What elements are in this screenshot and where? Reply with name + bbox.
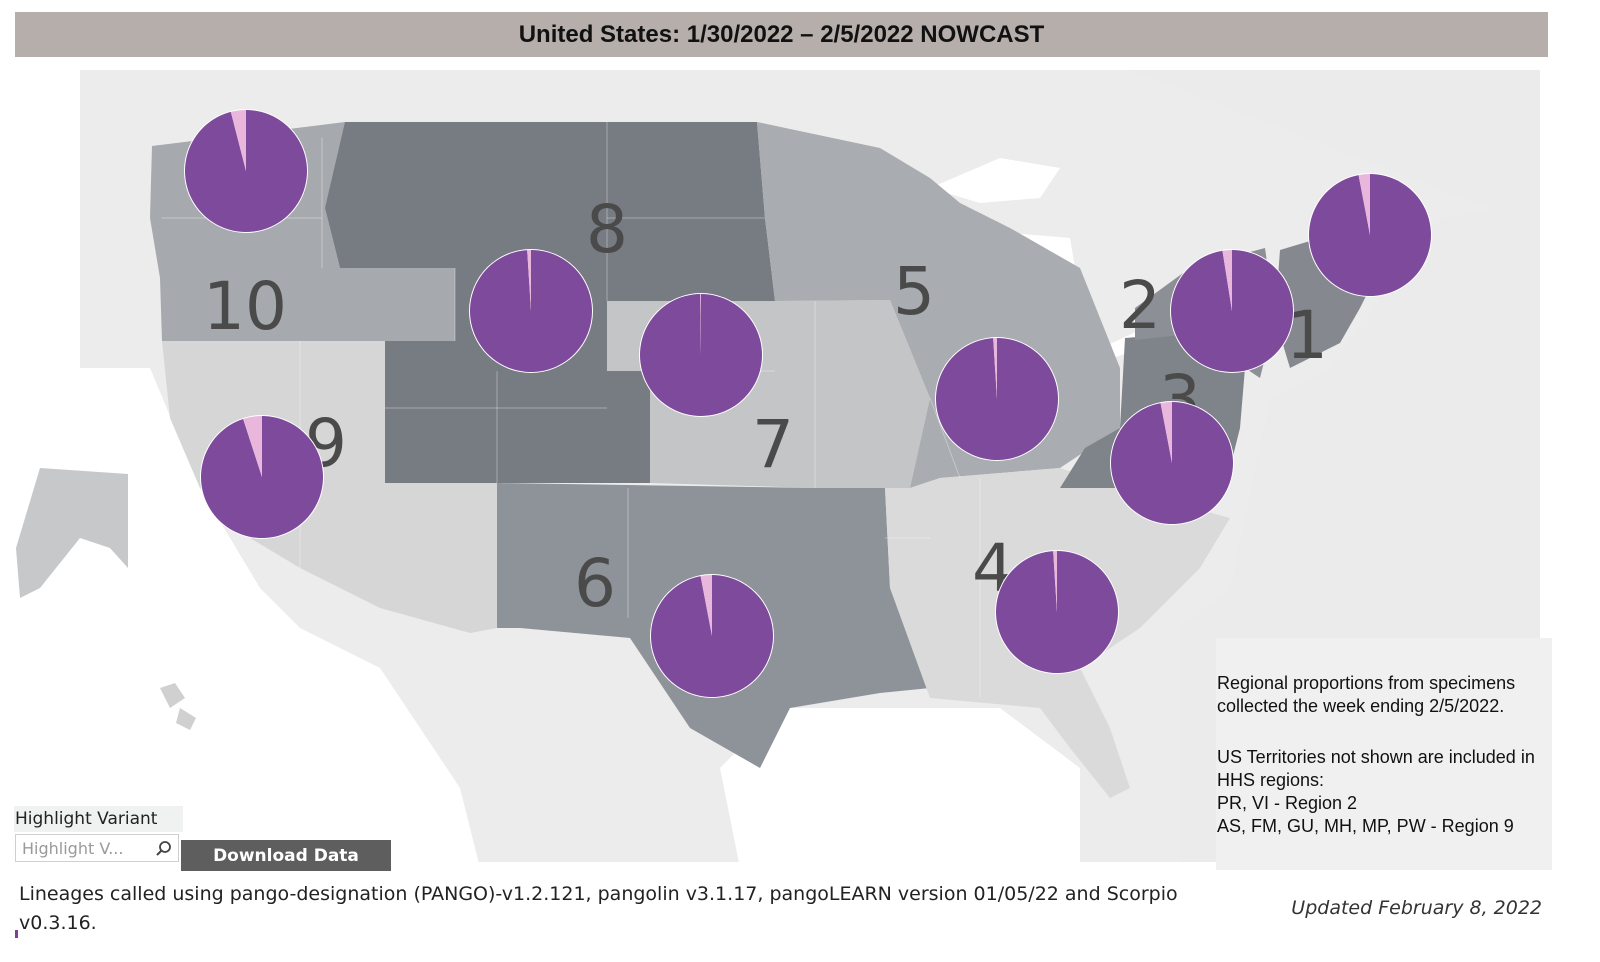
pie-slice-main[interactable]	[639, 294, 762, 417]
corner-mark	[15, 930, 18, 938]
alaska-shape	[16, 468, 128, 598]
region-pie-2[interactable]	[1170, 249, 1294, 373]
highlight-variant-label: Highlight Variant	[14, 806, 183, 832]
info-line-6: AS, FM, GU, MH, MP, PW - Region 9	[1217, 816, 1514, 836]
info-panel: Regional proportions from specimens coll…	[1216, 638, 1552, 870]
highlight-variant-search[interactable]	[15, 834, 179, 862]
pie-slice-minor[interactable]	[230, 110, 246, 171]
region-9-shape	[162, 341, 497, 633]
hawaii-island-shape	[176, 708, 196, 730]
lake-superior	[930, 158, 1060, 203]
pie-slice-minor[interactable]	[700, 575, 712, 636]
us-region-map[interactable]: 1 2 3 4 5 6 7 8 9 10	[0, 68, 1600, 868]
hawaii-shape	[160, 683, 185, 708]
region-pie-10[interactable]	[184, 109, 308, 233]
pie-slice-main[interactable]	[184, 110, 307, 232]
region-pie-3[interactable]	[1110, 401, 1234, 525]
info-line-2: collected the week ending 2/5/2022.	[1217, 696, 1505, 716]
pie-slice-main[interactable]	[1308, 174, 1431, 296]
region-label-2: 2	[1119, 267, 1161, 344]
region-label-5: 5	[893, 253, 935, 330]
pie-slice-minor[interactable]	[1053, 551, 1057, 612]
pie-slice-main[interactable]	[1110, 402, 1233, 524]
pie-slice-main[interactable]	[935, 338, 1058, 460]
pie-slice-minor[interactable]	[700, 294, 701, 355]
info-line-4: HHS regions:	[1217, 770, 1325, 790]
pie-slice-minor[interactable]	[993, 338, 997, 399]
region-pie-9[interactable]	[200, 415, 324, 539]
region-label-7: 7	[752, 406, 794, 483]
region-pie-4[interactable]	[995, 550, 1119, 674]
info-line-1: Regional proportions from specimens	[1217, 673, 1516, 693]
pie-slice-minor[interactable]	[1160, 402, 1172, 463]
region-label-6: 6	[574, 545, 616, 622]
pie-slice-main[interactable]	[995, 551, 1118, 673]
updated-date: Updated February 8, 2022	[1291, 897, 1542, 919]
pie-slice-minor[interactable]	[527, 250, 531, 311]
pie-slice-minor[interactable]	[1358, 174, 1370, 235]
download-data-button[interactable]: Download Data	[181, 840, 391, 871]
region-pie-5[interactable]	[935, 337, 1059, 461]
pie-slice-minor[interactable]	[1222, 250, 1232, 311]
gulf-of-mexico	[720, 708, 1080, 868]
region-pie-6[interactable]	[650, 574, 774, 698]
lineage-footnote: Lineages called using pango-designation …	[19, 883, 1178, 934]
highlight-variant-input[interactable]	[16, 835, 152, 861]
region-label-8: 8	[586, 191, 628, 268]
pie-slice-main[interactable]	[650, 575, 773, 698]
page-title: United States: 1/30/2022 – 2/5/2022 NOWC…	[15, 12, 1548, 57]
search-icon[interactable]	[154, 839, 174, 859]
pie-slice-main[interactable]	[470, 250, 593, 372]
region-label-10: 10	[203, 268, 287, 345]
region-pie-7[interactable]	[639, 293, 763, 417]
region-pie-1[interactable]	[1308, 173, 1432, 297]
info-line-5: PR, VI - Region 2	[1217, 793, 1358, 813]
info-line-3: US Territories not shown are included in	[1217, 747, 1535, 767]
region-pie-8[interactable]	[469, 249, 593, 373]
pie-slice-minor[interactable]	[243, 416, 262, 477]
